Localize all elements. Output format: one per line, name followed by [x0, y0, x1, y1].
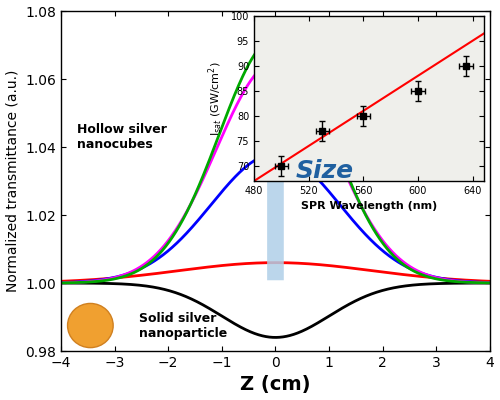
Y-axis label: Normalized transmittance (a.u.): Normalized transmittance (a.u.)	[6, 70, 20, 292]
Ellipse shape	[68, 304, 113, 348]
Text: Size: Size	[296, 159, 354, 183]
Text: Solid silver
nanoparticle: Solid silver nanoparticle	[138, 312, 227, 340]
Text: Hollow silver
nanocubes: Hollow silver nanocubes	[77, 123, 167, 151]
X-axis label: Z (cm): Z (cm)	[240, 376, 310, 394]
